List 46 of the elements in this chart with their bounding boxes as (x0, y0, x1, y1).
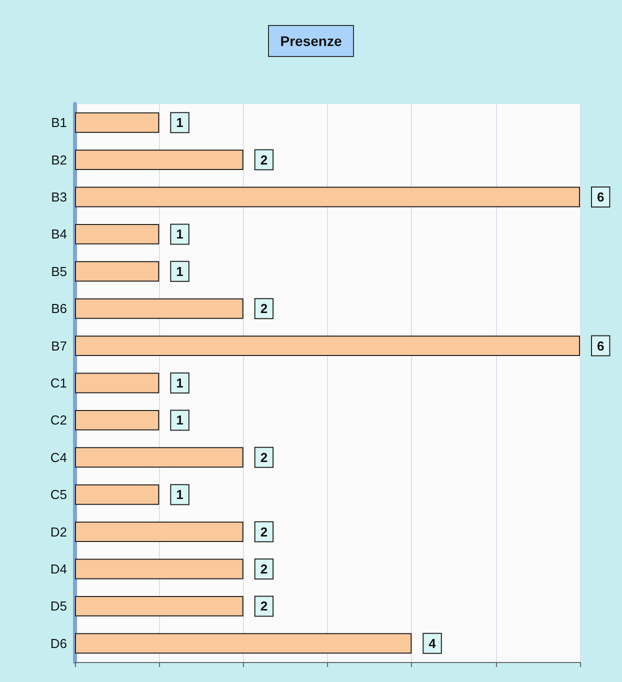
data-label: 6 (597, 190, 604, 204)
data-label: 2 (260, 524, 268, 540)
y-tick-label: C1 (50, 376, 67, 390)
data-label: 2 (260, 450, 268, 465)
bar (75, 336, 580, 356)
data-label: 1 (176, 226, 184, 242)
y-tick-label: D5 (50, 598, 67, 614)
bar (75, 633, 412, 654)
y-tick-label: B4 (51, 226, 67, 242)
y-tick-label: D4 (50, 562, 67, 576)
bar (75, 150, 244, 170)
data-label: 1 (176, 487, 184, 502)
y-tick-label: C2 (50, 412, 67, 428)
data-label: 1 (176, 376, 184, 390)
y-tick-label: B2 (51, 152, 67, 168)
y-tick-label: C4 (50, 450, 67, 465)
y-tick-label: B5 (51, 264, 67, 279)
data-label: 2 (260, 301, 268, 316)
data-label: 6 (597, 338, 604, 354)
y-tick-label: B3 (51, 190, 67, 204)
data-label: 2 (260, 152, 268, 168)
bar (75, 410, 160, 430)
y-tick-label: B1 (51, 115, 67, 130)
data-label: 1 (176, 115, 184, 130)
bar (75, 447, 244, 468)
y-tick-label: D2 (50, 524, 67, 540)
data-label: 2 (260, 562, 268, 576)
chart-title: Presenze (280, 33, 342, 49)
bar (75, 596, 244, 616)
bar (75, 261, 160, 282)
y-tick-label: D6 (50, 636, 67, 651)
data-label: 4 (428, 636, 437, 651)
bar (75, 522, 244, 542)
bar (75, 224, 160, 244)
bar (75, 112, 160, 133)
data-label: 1 (176, 264, 184, 279)
bar (75, 298, 244, 319)
y-tick-label: B6 (51, 301, 67, 316)
bar (75, 484, 160, 505)
bar (75, 186, 580, 208)
y-tick-label: B7 (51, 338, 67, 354)
bar (75, 372, 160, 394)
data-label: 1 (176, 412, 184, 428)
bar (75, 558, 244, 580)
y-tick-label: C5 (50, 487, 67, 502)
data-label: 2 (260, 598, 268, 614)
